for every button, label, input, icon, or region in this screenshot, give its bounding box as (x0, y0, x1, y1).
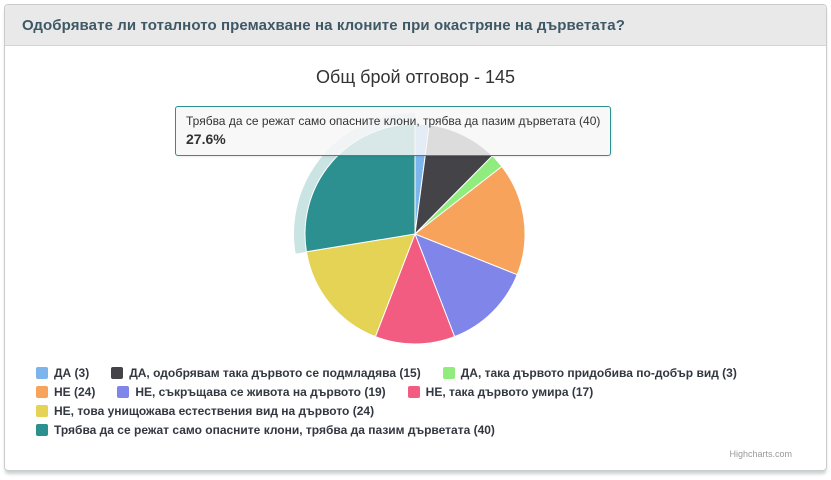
legend-item-label: ДА (3) (54, 365, 90, 380)
legend-item-6[interactable]: НЕ, това унищожава естествения вид на дъ… (36, 404, 374, 418)
pie-slice-3[interactable] (414, 165, 526, 276)
legend-item-label: Трябва да се режат само опасните клони, … (54, 422, 495, 437)
pie-slice-6[interactable] (305, 233, 416, 338)
highcharts-credit-link[interactable]: Highcharts.com (729, 449, 792, 459)
tooltip-percent: 27.6% (186, 131, 226, 147)
legend-row: Трябва да се режат само опасните клони, … (36, 422, 759, 437)
legend-item-1[interactable]: ДА, одобрявам така дървото се подмладява… (111, 366, 421, 380)
legend-swatch-icon (111, 366, 124, 379)
chart-tooltip: Трябва да се режат само опасните клони, … (175, 106, 612, 156)
legend-swatch-icon (36, 366, 48, 379)
question-title: Одобрявате ли тоталното премахване на кл… (22, 16, 625, 34)
pie-slice-4[interactable] (414, 233, 518, 338)
chart-title: Общ брой отговор - 145 (316, 67, 515, 87)
legend-item-4[interactable]: НЕ, съкръщава се живота на дървото (19) (117, 384, 386, 399)
legend-item-label: НЕ, това унищожава естествения вид на дъ… (54, 403, 375, 418)
pie-slice-5[interactable] (374, 233, 456, 345)
legend-row: НЕ (24) НЕ, съкръщава се живота на дървот… (36, 384, 759, 399)
legend-item-label: НЕ (24) (54, 384, 96, 399)
legend-swatch-icon (442, 366, 455, 379)
legend-swatch-icon (36, 385, 48, 398)
chart-legend: ДА (3) ДА, одобрявам така дървото се подм… (36, 365, 759, 441)
legend-swatch-icon (407, 385, 420, 398)
legend-item-3[interactable]: НЕ (24) (36, 385, 95, 399)
question-header: Одобрявате ли тоталното премахване на кл… (5, 5, 826, 46)
legend-row: ДА (3) ДА, одобрявам така дървото се подм… (36, 365, 759, 380)
chart-container: Общ брой отговор - 145 Трябва да се режа… (5, 46, 826, 470)
legend-item-7[interactable]: Трябва да се режат само опасните клони, … (36, 423, 495, 437)
legend-item-5[interactable]: НЕ, така дървото умира (17) (407, 384, 594, 399)
legend-swatch-icon (117, 385, 130, 398)
legend-item-2[interactable]: ДА, така дървото придобива по-добър вид … (442, 365, 737, 380)
legend-item-label: НЕ, съкръщава се живота на дървото (19) (135, 384, 386, 399)
legend-row: НЕ, това унищожава естествения вид на дъ… (36, 403, 759, 418)
legend-swatch-icon (36, 404, 48, 417)
survey-result-card: Одобрявате ли тоталното премахване на кл… (4, 4, 827, 471)
legend-item-label: ДА, така дървото придобива по-добър вид … (460, 365, 737, 380)
legend-item-label: НЕ, така дървото умира (17) (425, 384, 594, 399)
legend-item-0[interactable]: ДА (3) (36, 366, 89, 380)
legend-item-label: ДА, одобрявам така дървото се подмладява… (129, 365, 421, 380)
legend-swatch-icon (36, 423, 48, 436)
tooltip-label: Трябва да се режат само опасните клони, … (186, 114, 601, 128)
